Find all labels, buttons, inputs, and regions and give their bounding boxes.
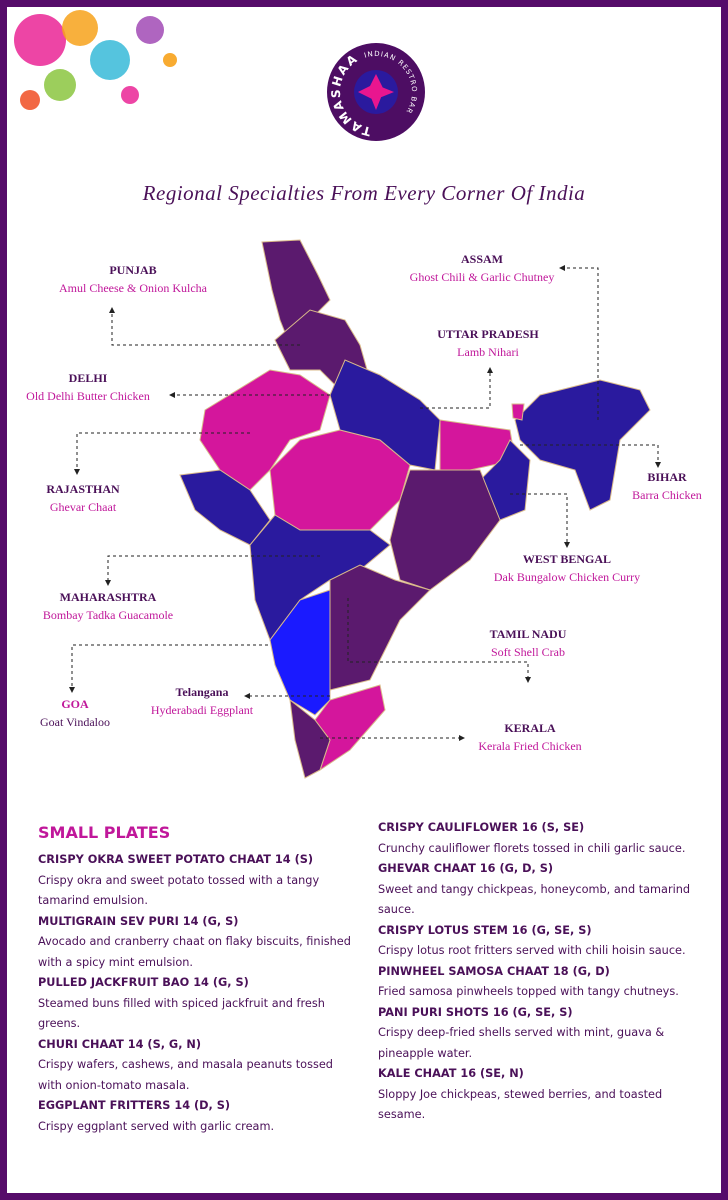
menu-item-name: PULLED JACKFRUIT BAO 14 (G, S) (38, 976, 249, 989)
region-name: ASSAM (461, 252, 503, 266)
menu-heading: SMALL PLATES (38, 823, 171, 842)
menu-item-description: Crispy deep-fried shells served with min… (378, 1026, 665, 1060)
menu-item-description: Sloppy Joe chickpeas, stewed berries, an… (378, 1087, 663, 1122)
region-dish: Hyderabadi Eggplant (151, 703, 254, 717)
region-name: PUNJAB (109, 263, 156, 277)
logo: TAMASHAA INDIAN RESTRO BAR (327, 43, 425, 141)
region-dish: Old Delhi Butter Chicken (26, 389, 150, 403)
menu-item-name: CRISPY OKRA SWEET POTATO CHAAT 14 (S) (38, 853, 314, 866)
region-dish: Lamb Nihari (457, 345, 519, 359)
region-dish: Dak Bungalow Chicken Curry (494, 570, 640, 584)
region-dish: Barra Chicken (632, 488, 702, 502)
menu-item-name: PANI PURI SHOTS 16 (G, SE, S) (378, 1005, 573, 1019)
region-dish: Ghost Chili & Garlic Chutney (410, 270, 555, 284)
region-name: KERALA (504, 721, 556, 735)
menu-item-name: PINWHEEL SAMOSA CHAAT 18 (G, D) (378, 964, 610, 978)
region-name: RAJASTHAN (46, 482, 120, 496)
region-dish: Bombay Tadka Guacamole (43, 608, 173, 622)
menu-item-description: Sweet and tangy chickpeas, honeycomb, an… (378, 882, 691, 917)
menu-item-description: Steamed buns filled with spiced jackfrui… (38, 996, 325, 1031)
region-name: WEST BENGAL (523, 552, 611, 566)
region-name: BIHAR (647, 470, 687, 484)
connectors (69, 265, 661, 741)
menu-item-description: Crispy eggplant served with garlic cream… (38, 1119, 275, 1133)
menu-item-name: MULTIGRAIN SEV PURI 14 (G, S) (38, 914, 239, 928)
menu-column: SMALL PLATES CRISPY OKRA SWEET POTATO CHA… (38, 822, 358, 1137)
region-name: UTTAR PRADESH (437, 327, 539, 341)
menu-column: CRISPY CAULIFLOWER 16 (S, SE) Crunchy cau… (378, 818, 698, 1126)
region-name: DELHI (69, 371, 108, 385)
region-labels: PUNJAB Amul Cheese & Onion Kulcha ASSAM Gho… (26, 252, 702, 753)
menu-item-name: CRISPY CAULIFLOWER 16 (S, SE) (378, 821, 585, 834)
menu-item-description: Avocado and cranberry chaat on flaky bis… (38, 935, 351, 969)
menu-item-description: Fried samosa pinwheels topped with tangy… (378, 985, 679, 998)
menu-item-name: GHEVAR CHAAT 16 (G, D, S) (378, 862, 554, 875)
region-name: Telangana (176, 685, 229, 699)
region-dish: Kerala Fried Chicken (478, 739, 581, 753)
region-name: GOA (61, 697, 89, 711)
menu-item-description: Crunchy cauliflower florets tossed in ch… (378, 841, 686, 855)
region-dish: Amul Cheese & Onion Kulcha (59, 281, 208, 295)
region-dish: Goat Vindaloo (40, 715, 110, 729)
region-name: MAHARASHTRA (60, 590, 157, 604)
menu-item-name: CHURI CHAAT 14 (S, G, N) (38, 1037, 202, 1051)
region-name: TAMIL NADU (490, 627, 567, 641)
menu-item-description: Crispy okra and sweet potato tossed with… (38, 873, 320, 908)
region-dish: Ghevar Chaat (50, 500, 117, 514)
menu-item-name: EGGPLANT FRITTERS 14 (D, S) (38, 1099, 231, 1112)
india-map (179, 239, 651, 779)
paisley-decoration (14, 10, 177, 110)
menu-item-description: Crispy lotus root fritters served with c… (378, 944, 686, 957)
menu-item-name: CRISPY LOTUS STEM 16 (G, SE, S) (378, 923, 592, 937)
page-title: Regional Specialties From Every Corner O… (142, 181, 586, 205)
menu-item-name: KALE CHAAT 16 (SE, N) (378, 1067, 524, 1080)
menu-item-description: Crispy wafers, cashews, and masala peanu… (38, 1058, 333, 1092)
region-dish: Soft Shell Crab (491, 645, 565, 659)
